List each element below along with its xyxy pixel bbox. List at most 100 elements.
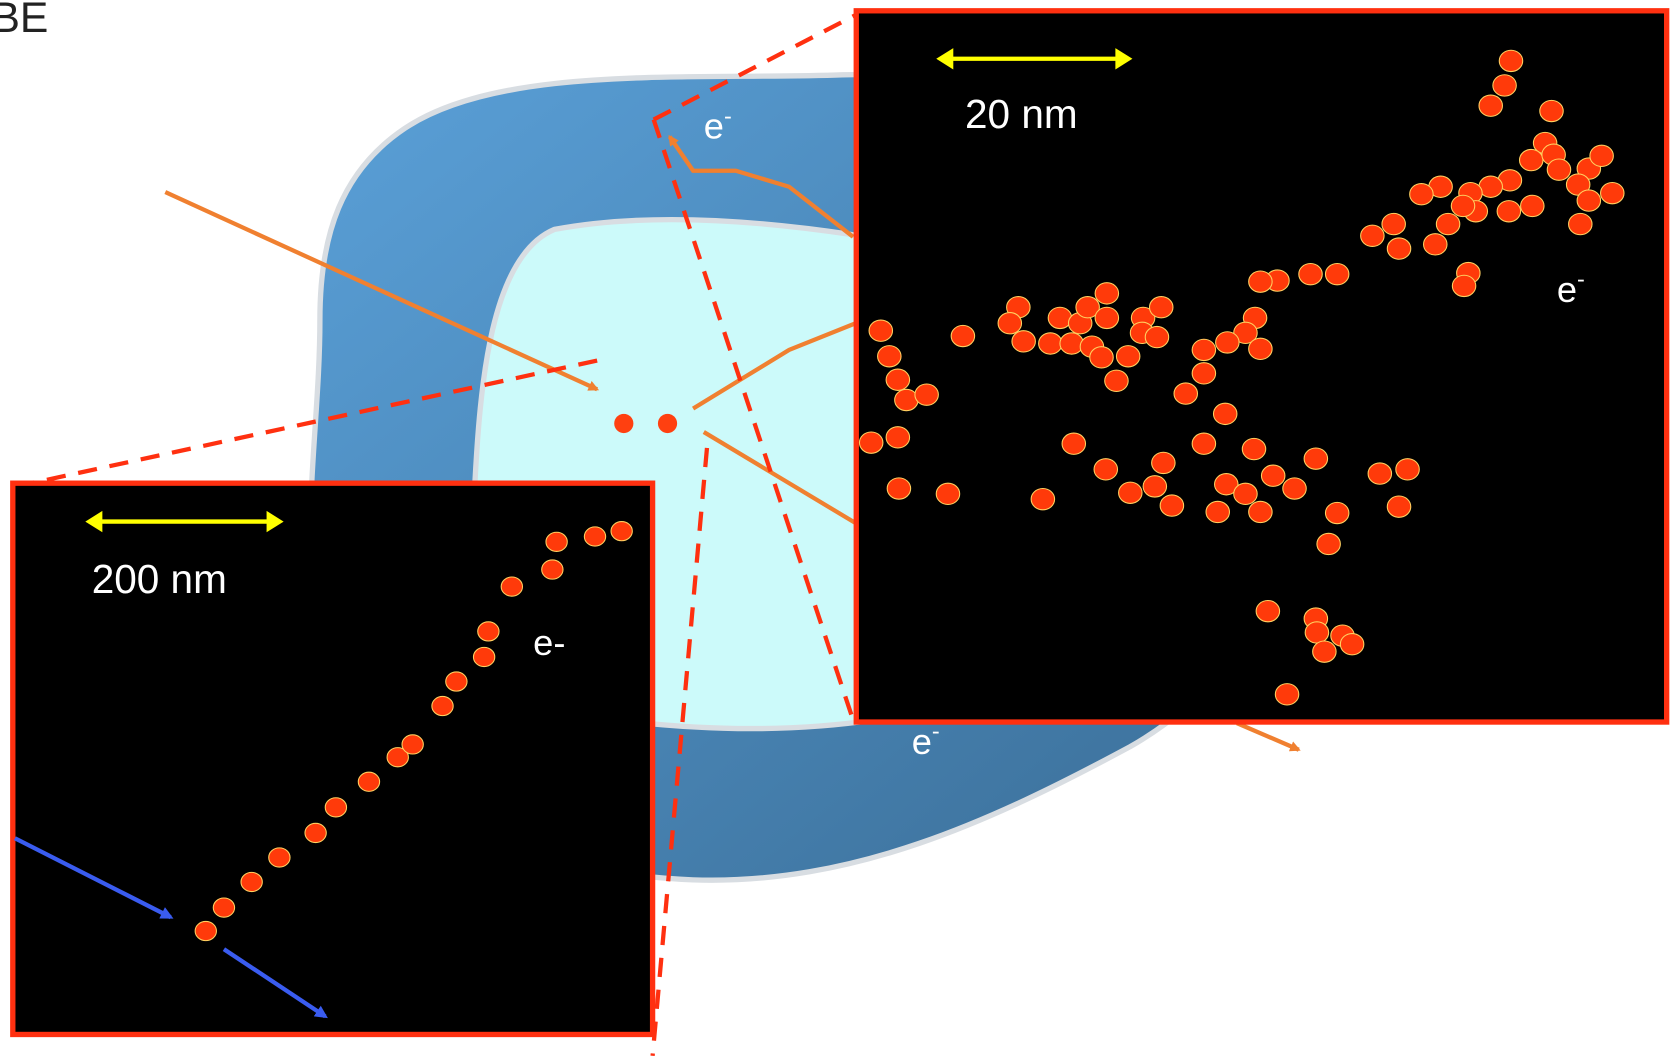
- ionization-dot: [1387, 496, 1410, 517]
- ionization-dot: [1304, 448, 1327, 469]
- ionization-dot: [1396, 459, 1419, 480]
- ionization-dot: [1192, 339, 1215, 360]
- ionization-dot: [951, 325, 974, 346]
- ionization-dot: [1436, 213, 1459, 234]
- ionization-dot: [1387, 238, 1410, 259]
- track-out: [1237, 723, 1299, 750]
- ionization-dot: [1283, 478, 1306, 499]
- ionization-dot: [501, 577, 522, 596]
- ionization-dot: [241, 872, 262, 891]
- ionization-dot: [1382, 213, 1405, 234]
- ionization-dot: [1547, 159, 1570, 180]
- ionization-dot: [1305, 622, 1328, 643]
- ionization-dot: [1105, 370, 1128, 391]
- ionization-dot: [1317, 533, 1340, 554]
- ionization-dot: [1145, 326, 1168, 347]
- scale-label: 20 nm: [965, 91, 1078, 137]
- ionization-dot: [936, 483, 959, 504]
- ionization-dot: [886, 427, 909, 448]
- ionization-dot: [1192, 363, 1215, 384]
- ionization-dot: [1325, 264, 1348, 285]
- ionization-dot: [611, 522, 632, 541]
- ionization-dot: [1410, 184, 1433, 205]
- ionization-dot: [473, 647, 494, 666]
- ionization-dot: [1192, 433, 1215, 454]
- ionization-dot: [1213, 403, 1236, 424]
- ionization-dot: [1452, 275, 1475, 296]
- ionization-dot: [1012, 331, 1035, 352]
- ionization-dot: [1540, 100, 1563, 121]
- ionization-dot: [432, 696, 453, 715]
- ionization-dot: [1206, 501, 1229, 522]
- ionization-dot: [1325, 502, 1348, 523]
- interaction-point: [614, 414, 633, 433]
- electron-label: e-: [533, 622, 565, 663]
- interaction-point: [658, 414, 677, 433]
- ionization-dot: [1234, 483, 1257, 504]
- ionization-dot: [915, 384, 938, 405]
- scale-label: 200 nm: [92, 556, 227, 602]
- ionization-dot: [1095, 307, 1118, 328]
- ionization-dot: [1152, 452, 1175, 473]
- ionization-dot: [1299, 264, 1322, 285]
- ionization-dot: [1249, 271, 1272, 292]
- ionization-dot: [1150, 297, 1173, 318]
- ionization-dot: [269, 848, 290, 867]
- ionization-dot: [1116, 346, 1139, 367]
- label-base: e: [912, 721, 932, 762]
- ionization-dot: [1249, 338, 1272, 359]
- ionization-dot: [195, 921, 216, 940]
- label-base: e: [704, 106, 724, 147]
- ionization-dot: [1060, 333, 1083, 354]
- ionization-dot: [1340, 634, 1363, 655]
- ionization-dot: [1062, 433, 1085, 454]
- ionization-dot: [1090, 347, 1113, 368]
- ionization-dot: [1497, 201, 1520, 222]
- page: BE e- e- 20 nm e- 200 nm e- (() => { con…: [0, 0, 1672, 1057]
- ionization-dot: [1031, 489, 1054, 510]
- ionization-dot: [1242, 438, 1265, 459]
- ionization-dot: [542, 560, 563, 579]
- ionization-dot: [478, 622, 499, 641]
- ionization-dot: [1601, 182, 1624, 203]
- ionization-dot: [1499, 50, 1522, 71]
- ionization-dot: [1143, 476, 1166, 497]
- label-sup: -: [724, 103, 732, 129]
- ionization-dot: [1493, 75, 1516, 96]
- ionization-dot: [1577, 190, 1600, 211]
- ionization-dot: [1313, 641, 1336, 662]
- ionization-dot: [213, 898, 234, 917]
- ionization-dot: [1094, 459, 1117, 480]
- ionization-dot: [887, 478, 910, 499]
- ionization-dot: [1479, 95, 1502, 116]
- label-base: e: [1557, 269, 1577, 310]
- ionization-dot: [305, 823, 326, 842]
- ionization-dot: [859, 432, 882, 453]
- ionization-dot: [1095, 283, 1118, 304]
- label-sup: -: [1577, 266, 1585, 292]
- ionization-dot: [1256, 600, 1279, 621]
- ionization-dot: [358, 772, 379, 791]
- ionization-dot: [1039, 333, 1062, 354]
- ionization-dot: [446, 672, 467, 691]
- ionization-dot: [1261, 465, 1284, 486]
- diagram: BE e- e- 20 nm e- 200 nm e-: [0, 0, 1672, 1057]
- ionization-dot: [1424, 234, 1447, 255]
- ionization-dot: [1590, 145, 1613, 166]
- ionization-dot: [1275, 684, 1298, 705]
- ionization-dot: [998, 313, 1021, 334]
- ionization-dot: [1160, 495, 1183, 516]
- ionization-dot: [1451, 195, 1474, 216]
- ionization-dot: [886, 369, 909, 390]
- ionization-dot: [1368, 463, 1391, 484]
- ionization-dot: [1569, 213, 1592, 234]
- title-fragment: BE: [0, 0, 48, 42]
- ionization-dot: [402, 735, 423, 754]
- ionization-dot: [546, 532, 567, 551]
- ionization-dot: [869, 320, 892, 341]
- ionization-dot: [1361, 225, 1384, 246]
- ionization-dot: [1174, 383, 1197, 404]
- ionization-dot: [325, 798, 346, 817]
- ionization-dot: [1216, 332, 1239, 353]
- ionization-dot: [584, 527, 605, 546]
